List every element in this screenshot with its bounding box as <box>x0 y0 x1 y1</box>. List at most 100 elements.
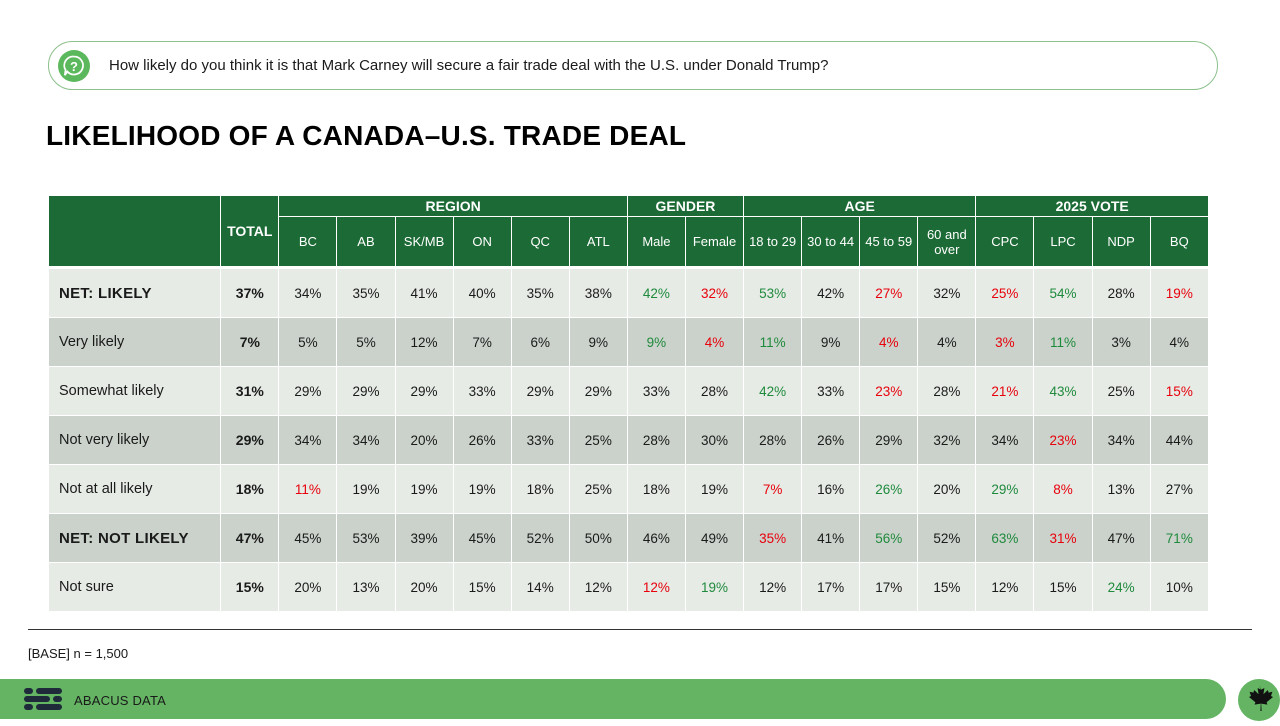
header-blank <box>49 196 222 266</box>
row-label: NET: NOT LIKELY <box>49 513 222 562</box>
table-cell: 27% <box>1150 464 1208 513</box>
column-header-female: Female <box>685 217 745 266</box>
table-cell: 8% <box>1034 464 1093 513</box>
table-cell: 44% <box>1150 415 1208 464</box>
table-cell: 13% <box>1092 464 1151 513</box>
table-cell: 52% <box>918 513 977 562</box>
table-cell: 12% <box>627 562 686 611</box>
table-row: Somewhat likely 31% 29% 29% 29% 33% 29% 29% 33% 2… <box>49 366 1208 415</box>
table-cell: 15% <box>918 562 977 611</box>
table-cell: 13% <box>337 562 396 611</box>
column-header-30-to-44: 30 to 44 <box>802 217 861 266</box>
table-cell: 40% <box>453 266 512 317</box>
table-cell: 4% <box>685 317 745 366</box>
table-row: NET: LIKELY 37% 34% 35% 41% 40% 35% 38% 42% 32% 53… <box>49 266 1208 317</box>
total-cell: 15% <box>221 562 280 611</box>
header-total: TOTAL <box>221 196 280 266</box>
table-cell: 5% <box>279 317 338 366</box>
table-cell: 63% <box>976 513 1035 562</box>
group-header-gender: GENDER <box>627 196 745 217</box>
group-header-2025-vote: 2025 VOTE <box>976 196 1208 217</box>
table-cell: 21% <box>976 366 1035 415</box>
column-header-qc: QC <box>511 217 570 266</box>
table-cell: 35% <box>511 266 570 317</box>
column-header-60-and-over: 60 and over <box>918 217 977 266</box>
column-header-bq: BQ <box>1150 217 1208 266</box>
total-cell: 37% <box>221 266 280 317</box>
table-cell: 31% <box>1034 513 1093 562</box>
column-header-male: Male <box>627 217 686 266</box>
table-cell: 52% <box>511 513 570 562</box>
table-row: Not sure 15% 20% 13% 20% 15% 14% 12% 12% 19% 12% 17… <box>49 562 1208 611</box>
column-header-cpc: CPC <box>976 217 1035 266</box>
table-cell: 3% <box>1092 317 1151 366</box>
table-cell: 28% <box>685 366 745 415</box>
question-box: ? How likely do you think it is that Mar… <box>48 41 1218 90</box>
table-cell: 35% <box>337 266 396 317</box>
column-header-ndp: NDP <box>1092 217 1151 266</box>
column-header-lpc: LPC <box>1034 217 1093 266</box>
table-cell: 26% <box>802 415 861 464</box>
table-cell: 28% <box>1092 266 1151 317</box>
column-header-45-to-59: 45 to 59 <box>860 217 919 266</box>
table-cell: 17% <box>802 562 861 611</box>
table-cell: 9% <box>627 317 686 366</box>
table-cell: 15% <box>1150 366 1208 415</box>
table-cell: 20% <box>279 562 338 611</box>
table-cell: 53% <box>744 266 803 317</box>
table-cell: 11% <box>1034 317 1093 366</box>
table-cell: 4% <box>1150 317 1208 366</box>
table-cell: 43% <box>1034 366 1093 415</box>
table-cell: 25% <box>569 415 628 464</box>
table-cell: 28% <box>627 415 686 464</box>
table-row: Very likely 7% 5% 5% 12% 7% 6% 9% 9% 4% 11% 9% 4% 4% 3… <box>49 317 1208 366</box>
row-label: Not at all likely <box>49 464 222 513</box>
table-cell: 32% <box>918 415 977 464</box>
table-cell: 7% <box>744 464 803 513</box>
table-cell: 29% <box>337 366 396 415</box>
table-cell: 34% <box>279 415 338 464</box>
table-cell: 12% <box>569 562 628 611</box>
row-label: Not sure <box>49 562 222 611</box>
table-cell: 17% <box>860 562 919 611</box>
table-cell: 25% <box>1092 366 1151 415</box>
table-cell: 29% <box>569 366 628 415</box>
table-cell: 23% <box>860 366 919 415</box>
table-cell: 50% <box>569 513 628 562</box>
table-cell: 39% <box>395 513 454 562</box>
group-header-region: REGION <box>279 196 628 217</box>
column-header-18-to-29: 18 to 29 <box>744 217 803 266</box>
table-row: Not very likely 29% 34% 34% 20% 26% 33% 25% 28% 3… <box>49 415 1208 464</box>
question-text: How likely do you think it is that Mark … <box>109 57 829 74</box>
table-cell: 5% <box>337 317 396 366</box>
table-cell: 19% <box>453 464 512 513</box>
table-cell: 27% <box>860 266 919 317</box>
table-cell: 12% <box>976 562 1035 611</box>
base-note: [BASE] n = 1,500 <box>28 646 129 661</box>
table-cell: 18% <box>511 464 570 513</box>
total-cell: 29% <box>221 415 280 464</box>
table-cell: 29% <box>976 464 1035 513</box>
table-cell: 15% <box>453 562 512 611</box>
table-cell: 16% <box>802 464 861 513</box>
table-cell: 71% <box>1150 513 1208 562</box>
column-header-bc: BC <box>279 217 338 266</box>
total-cell: 7% <box>221 317 280 366</box>
row-label: Very likely <box>49 317 222 366</box>
table-cell: 45% <box>279 513 338 562</box>
table-cell: 46% <box>627 513 686 562</box>
crosstab-table: TOTAL REGION GENDER AGE 2025 VOTE BC AB SK/MB… <box>49 196 1208 611</box>
table-cell: 26% <box>860 464 919 513</box>
table-cell: 47% <box>1092 513 1151 562</box>
footer-brand: ABACUS DATA <box>74 693 167 708</box>
table-cell: 41% <box>395 266 454 317</box>
table-cell: 11% <box>744 317 803 366</box>
table-cell: 42% <box>627 266 686 317</box>
table-cell: 54% <box>1034 266 1093 317</box>
footer-divider <box>28 629 1252 630</box>
table-cell: 4% <box>860 317 919 366</box>
question-bubble-icon: ? <box>58 50 90 82</box>
abacus-logo-icon <box>24 688 62 710</box>
total-cell: 18% <box>221 464 280 513</box>
table-cell: 28% <box>918 366 977 415</box>
